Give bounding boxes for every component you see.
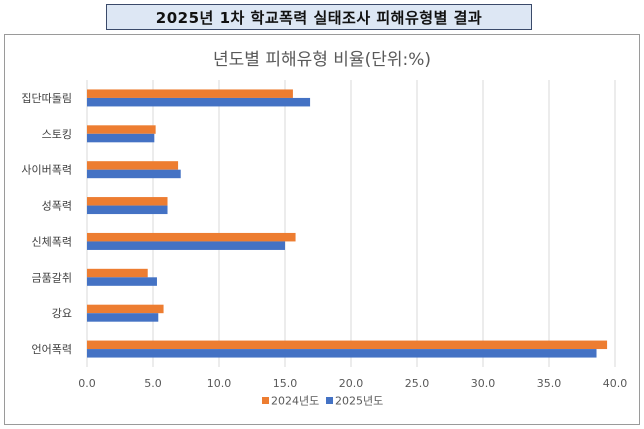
gridlines <box>86 80 616 367</box>
report-title-box: 2025년 1차 학교폭력 실태조사 피해유형별 결과 <box>106 4 532 30</box>
bar-사이버폭력-2024년도 <box>87 161 179 170</box>
category-label: 신체폭력 <box>32 235 72 248</box>
bar-사이버폭력-2025년도 <box>87 169 181 179</box>
bar-성폭력-2025년도 <box>87 205 168 215</box>
bar-신체폭력-2024년도 <box>87 232 296 242</box>
bar-금품갈취-2025년도 <box>87 277 157 286</box>
x-tick-label: 10.0 <box>207 377 232 390</box>
legend: 2024년도 2025년도 <box>262 395 383 408</box>
bar-신체폭력-2025년도 <box>87 241 285 250</box>
bar-언어폭력-2024년도 <box>87 340 608 350</box>
legend-label: 2025년도 <box>335 395 383 408</box>
bar-스토킹-2025년도 <box>87 133 155 143</box>
tick-labels: 0.0 5.0 10.0 15.0 20.0 25.0 30.0 35.0 40.0 <box>78 377 627 390</box>
category-label: 사이버폭력 <box>21 164 72 177</box>
x-tick-label: 15.0 <box>273 377 298 390</box>
category-label: 강요 <box>52 307 72 320</box>
category-label: 언어폭력 <box>32 343 72 356</box>
category-label: 스토킹 <box>42 128 72 141</box>
category-label: 금품갈취 <box>32 270 72 284</box>
bar-강요-2024년도 <box>87 304 164 314</box>
x-tick-label: 40.0 <box>603 377 628 390</box>
bar-금품갈취-2024년도 <box>87 268 148 278</box>
bar-스토킹-2024년도 <box>87 125 156 134</box>
bar-강요-2025년도 <box>87 313 159 322</box>
legend-swatch <box>262 397 269 404</box>
category-label: 성폭력 <box>42 200 72 213</box>
chart-title: 년도별 피해유형 비율(단위:%) <box>213 50 431 70</box>
x-tick-label: 5.0 <box>144 377 162 390</box>
bar-성폭력-2024년도 <box>87 197 168 206</box>
x-tick-label: 25.0 <box>405 377 430 390</box>
bar-집단따돌림-2025년도 <box>87 97 311 107</box>
bar-언어폭력-2025년도 <box>87 349 597 358</box>
report-title: 2025년 1차 학교폭력 실태조사 피해유형별 결과 <box>155 8 483 27</box>
x-tick-label: 30.0 <box>471 377 496 390</box>
category-label: 집단따돌림 <box>21 92 72 105</box>
x-tick-label: 35.0 <box>537 377 562 390</box>
x-tick-label: 20.0 <box>339 377 364 390</box>
bar-집단따돌림-2024년도 <box>87 89 293 98</box>
legend-label: 2024년도 <box>271 395 319 408</box>
legend-swatch <box>326 397 333 404</box>
x-tick-label: 0.0 <box>78 377 96 390</box>
bars <box>87 89 608 358</box>
